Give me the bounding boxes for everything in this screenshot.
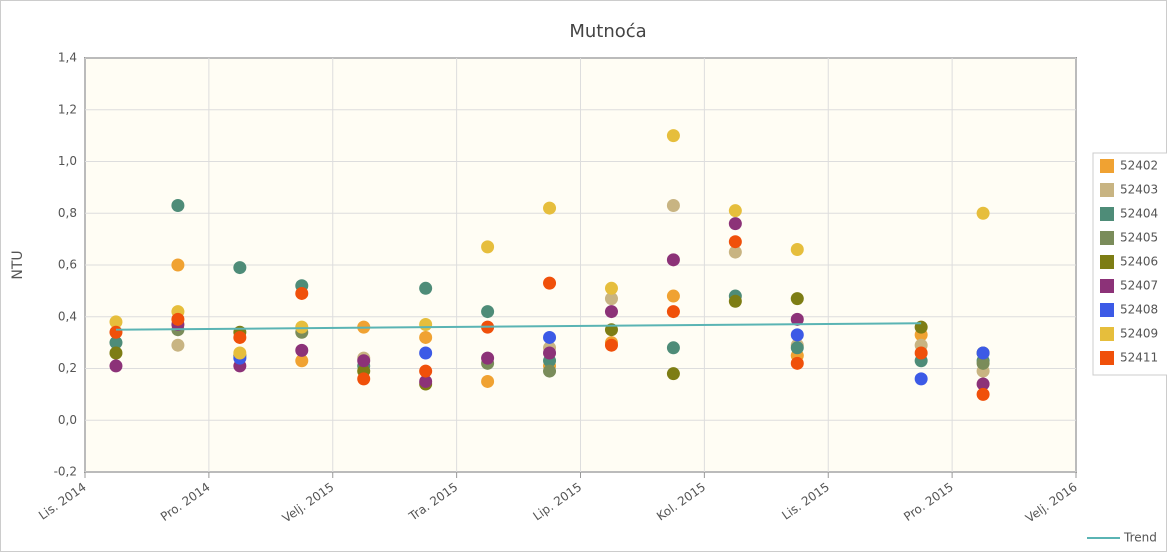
point (543, 330, 557, 344)
point (295, 286, 309, 300)
point (666, 198, 680, 212)
legend-swatch (1100, 327, 1114, 341)
point (419, 374, 433, 388)
point (357, 354, 371, 368)
point (666, 367, 680, 381)
point (171, 338, 185, 352)
point (914, 346, 928, 360)
point (419, 364, 433, 378)
trend-line (115, 322, 922, 331)
point (728, 245, 742, 259)
point (543, 276, 557, 290)
point (295, 320, 309, 334)
legend-label: Trend (1123, 531, 1157, 545)
chart-title: Mutnoća (569, 21, 646, 42)
legend-label: 52411 (1120, 351, 1158, 365)
point (666, 253, 680, 267)
legend-swatch (1100, 255, 1114, 269)
point (604, 281, 618, 295)
point (233, 261, 247, 275)
point (543, 201, 557, 215)
point (666, 129, 680, 143)
point (790, 356, 804, 370)
point (666, 289, 680, 303)
point (976, 387, 990, 401)
point (171, 258, 185, 272)
legend-swatch (1100, 207, 1114, 221)
point (543, 346, 557, 360)
point (976, 346, 990, 360)
legend-label: 52402 (1120, 159, 1158, 173)
legend-label: 52409 (1120, 327, 1158, 341)
point (728, 217, 742, 231)
point (419, 346, 433, 360)
y-tick-label: 0,2 (58, 361, 77, 375)
point (109, 359, 123, 373)
legend-label: 52408 (1120, 303, 1158, 317)
point (419, 318, 433, 332)
point (357, 372, 371, 386)
legend-label: 52404 (1120, 207, 1158, 221)
point (976, 356, 990, 370)
legend-swatch (1100, 231, 1114, 245)
point (481, 351, 495, 365)
point (481, 305, 495, 319)
y-tick-label: 1,4 (58, 51, 77, 65)
y-tick-label: -0,2 (54, 465, 77, 479)
point (666, 341, 680, 355)
point (604, 338, 618, 352)
point (790, 312, 804, 326)
legend-label: 52406 (1120, 255, 1158, 269)
point (171, 312, 185, 326)
point (481, 374, 495, 388)
point (976, 206, 990, 220)
y-tick-label: 0,6 (58, 258, 77, 272)
legend-swatch (1100, 279, 1114, 293)
point (419, 330, 433, 344)
point (233, 330, 247, 344)
y-tick-label: 0,0 (58, 413, 77, 427)
legend-label: 52405 (1120, 231, 1158, 245)
legend-swatch (1100, 159, 1114, 173)
legend-swatch (1100, 183, 1114, 197)
point (790, 242, 804, 256)
point (233, 346, 247, 360)
point (604, 305, 618, 319)
y-tick-label: 1,0 (58, 154, 77, 168)
point (109, 325, 123, 339)
point (171, 198, 185, 212)
point (728, 294, 742, 308)
y-axis-label: NTU (10, 250, 26, 279)
legend-label: 52403 (1120, 183, 1158, 197)
point (543, 364, 557, 378)
point (666, 305, 680, 319)
point (481, 240, 495, 254)
point (109, 336, 123, 350)
point (728, 204, 742, 218)
point (728, 235, 742, 249)
point (914, 372, 928, 386)
legend-swatch (1100, 351, 1114, 365)
legend-label: 52407 (1120, 279, 1158, 293)
point (604, 292, 618, 306)
point (295, 354, 309, 368)
point (790, 292, 804, 306)
point (109, 346, 123, 360)
y-tick-label: 0,8 (58, 206, 77, 220)
legend-swatch (1100, 303, 1114, 317)
point (976, 377, 990, 391)
y-tick-label: 0,4 (58, 309, 77, 323)
point (790, 328, 804, 342)
point (419, 281, 433, 295)
point (109, 315, 123, 329)
point (790, 341, 804, 355)
point (295, 343, 309, 357)
y-tick-label: 1,2 (58, 102, 77, 116)
